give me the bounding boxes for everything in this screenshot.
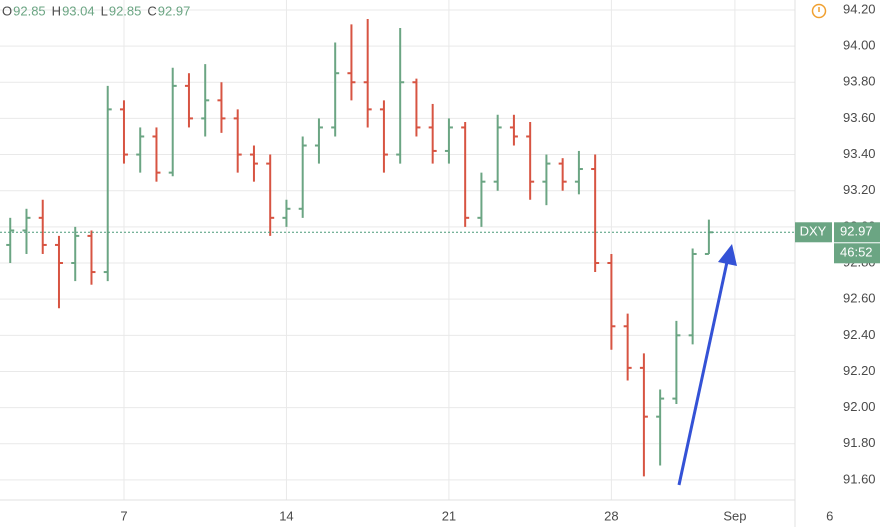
- ohlc-bar: [266, 154, 275, 236]
- ohlc-bar: [347, 24, 356, 101]
- ohlc-bar: [38, 199, 47, 254]
- last-price: DXY 92.97 46:52: [0, 222, 880, 264]
- ohlc-bar: [704, 219, 713, 255]
- y-tick-label: 92.60: [843, 291, 876, 306]
- x-tick-label: 21: [442, 508, 456, 523]
- ohlc-bar: [656, 389, 665, 466]
- ohlc-header: O 92.85 H 93.04 L 92.85 C 92.97: [2, 3, 190, 18]
- y-tick-label: 94.20: [843, 1, 876, 16]
- x-tick-label: 6: [826, 508, 833, 523]
- symbol-box: [795, 222, 832, 243]
- ohlc-bar: [509, 114, 518, 146]
- y-tick-label: 93.40: [843, 146, 876, 161]
- ohlc-label: H: [52, 3, 61, 18]
- x-tick-label: 7: [120, 508, 127, 523]
- ohlc-bar: [136, 127, 145, 173]
- ohlc-bar: [314, 118, 323, 164]
- grid: [0, 0, 795, 500]
- ohlc-bar: [574, 150, 583, 195]
- ohlc-bar: [623, 313, 632, 381]
- ohlc-bar: [6, 217, 15, 264]
- ohlc-bar: [54, 235, 63, 309]
- y-tick-label: 92.00: [843, 399, 876, 414]
- ohlc-bar: [607, 253, 616, 350]
- price-box: [834, 222, 880, 243]
- ohlc-bar: [103, 85, 112, 282]
- ohlc-bar: [591, 154, 600, 273]
- ohlc-label: C: [147, 3, 156, 18]
- x-tick-label: Sep: [723, 508, 746, 523]
- axis: 91.6091.8092.0092.2092.4092.6092.8093.00…: [120, 1, 875, 523]
- x-tick-label: 14: [279, 508, 293, 523]
- y-tick-label: 93.20: [843, 182, 876, 197]
- y-tick-label: 92.40: [843, 327, 876, 342]
- clock-icon: [811, 3, 827, 19]
- ohlc-bar: [201, 64, 210, 137]
- ohlc-value: 92.85: [109, 3, 142, 18]
- ohlc-bar: [477, 172, 486, 227]
- x-tick-label: 28: [604, 508, 618, 523]
- price-label: 92.97: [840, 224, 873, 239]
- ohlc-bar: [184, 73, 193, 128]
- ohlc-bar: [493, 114, 502, 191]
- ohlc-bar: [444, 118, 453, 164]
- y-tick-label: 91.60: [843, 471, 876, 486]
- ohlc-value: 92.97: [158, 3, 191, 18]
- ohlc-bar: [331, 42, 340, 137]
- y-tick-label: 93.60: [843, 110, 876, 125]
- annotation-arrow: [677, 244, 737, 486]
- countdown-box: [834, 243, 880, 264]
- ohlc-bar: [363, 18, 372, 128]
- ohlc-bar: [379, 100, 388, 173]
- ohlc-bar: [217, 82, 226, 133]
- ohlc-value: 92.85: [13, 3, 46, 18]
- ohlc-label: O: [2, 3, 12, 18]
- ohlc-bar: [688, 248, 697, 345]
- ohlc-bar: [168, 67, 177, 177]
- y-tick-label: 94.00: [843, 38, 876, 53]
- ohlc-label: L: [101, 3, 108, 18]
- ohlc-bar: [152, 127, 161, 182]
- ohlc-bar: [71, 226, 80, 282]
- ohlc-bar: [526, 122, 535, 200]
- y-tick-label: 91.80: [843, 435, 876, 450]
- countdown-label: 46:52: [840, 245, 873, 260]
- ohlc-bar: [119, 100, 128, 164]
- symbol-label: DXY: [800, 224, 827, 239]
- ohlc-bar: [558, 158, 567, 191]
- ohlc-bar: [428, 103, 437, 164]
- ohlc-bar: [461, 122, 470, 227]
- ohlc-bar: [639, 353, 648, 477]
- y-tick-label: 93.80: [843, 74, 876, 89]
- ohlc-value: 93.04: [62, 3, 95, 18]
- ohlc-bar: [298, 136, 307, 218]
- ohlc-bar: [233, 109, 242, 173]
- ohlc-bar: [672, 320, 681, 405]
- ohlc-bar: [396, 28, 405, 164]
- ohlc-bar: [87, 230, 96, 285]
- ohlc-bar: [282, 199, 291, 227]
- ohlc-bar: [542, 154, 551, 206]
- ohlc-bar: [22, 208, 31, 254]
- y-tick-label: 92.20: [843, 363, 876, 378]
- bars: [6, 18, 713, 477]
- ohlc-bar: [412, 78, 421, 137]
- ohlc-bar: [249, 145, 258, 182]
